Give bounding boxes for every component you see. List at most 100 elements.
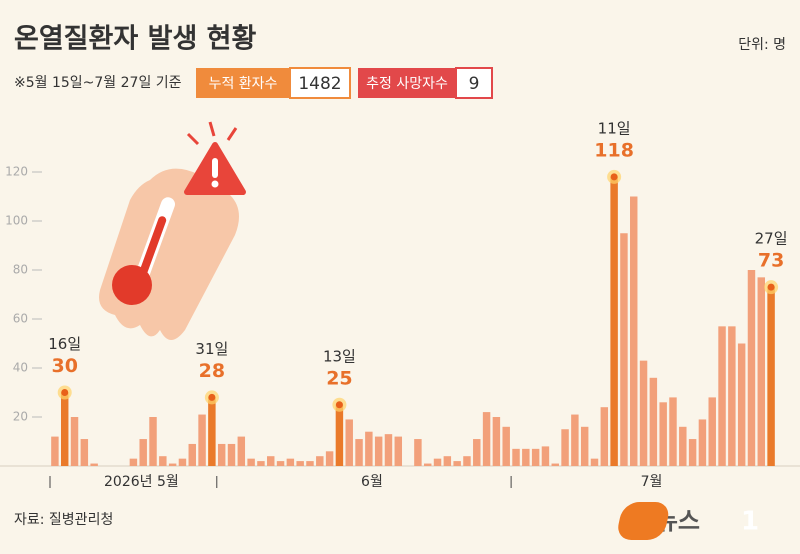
badge-value: 1482 (298, 74, 341, 94)
bar (767, 287, 775, 466)
bar (620, 233, 628, 466)
bar (473, 439, 481, 466)
badge-value: 9 (469, 74, 480, 94)
y-tick-label: 40 (13, 361, 28, 375)
bar (757, 277, 766, 466)
bar (443, 456, 452, 466)
bar (463, 456, 471, 466)
bar (453, 461, 461, 466)
bar (698, 419, 707, 466)
bar (257, 461, 265, 466)
bar (217, 443, 226, 466)
subtitle: ※5월 15일~7월 27일 기준 (14, 75, 182, 91)
bar (571, 414, 579, 466)
bar (306, 461, 314, 466)
bar (335, 404, 344, 466)
badge-label: 누적 환자수 (209, 76, 278, 92)
bar (512, 448, 520, 466)
bar (296, 461, 304, 466)
chart-title: 온열질환자 발생 현황 (14, 24, 257, 55)
value-label: 30 (51, 355, 77, 377)
bar (747, 270, 756, 466)
month-label: 6월 (361, 474, 383, 490)
bar (90, 463, 98, 466)
value-label: 118 (594, 139, 634, 161)
bar (433, 458, 442, 466)
badge-label: 추정 사망자수 (366, 76, 448, 92)
source: 자료: 질병관리청 (14, 512, 113, 528)
bar (688, 439, 697, 466)
month-label: 7월 (641, 474, 663, 490)
bar (51, 436, 59, 466)
date-label: 16일 (48, 335, 81, 353)
bar (365, 431, 373, 466)
bar (149, 417, 157, 466)
bar (728, 326, 736, 466)
logo-mark: 1 (741, 507, 759, 537)
bar (159, 456, 167, 466)
bar (394, 436, 403, 466)
bar (679, 426, 687, 466)
bar (247, 458, 255, 466)
bar (590, 458, 599, 466)
logo-box (618, 502, 669, 540)
bar (237, 436, 246, 466)
bar (129, 458, 138, 466)
bar (610, 176, 618, 466)
bar (316, 456, 324, 466)
unit: 단위: 명 (738, 37, 786, 53)
bar (630, 196, 638, 466)
date-label: 27일 (755, 230, 788, 248)
y-tick-label: 20 (13, 410, 28, 424)
highlight-dot (61, 389, 69, 396)
bar (531, 448, 540, 466)
date-label: 11일 (598, 119, 631, 137)
bar (669, 397, 677, 466)
bar (541, 446, 550, 466)
bar (522, 448, 530, 466)
bar (659, 402, 667, 466)
y-tick-label: 100 (5, 214, 28, 228)
bar (267, 456, 275, 466)
date-label: 13일 (323, 347, 356, 365)
bar (718, 326, 726, 466)
badge-box (455, 67, 493, 99)
bar (208, 397, 216, 466)
y-tick-label: 120 (5, 165, 28, 179)
bar (492, 417, 501, 466)
bar (60, 392, 69, 466)
bar (345, 419, 353, 466)
illustration (99, 121, 246, 340)
bar (423, 463, 432, 466)
highlight-dot (767, 283, 775, 291)
bar (737, 343, 746, 466)
bar (325, 451, 334, 466)
bar (414, 439, 422, 466)
bar (374, 436, 383, 466)
value-label: 28 (199, 360, 225, 382)
bar (80, 439, 89, 466)
bar (482, 412, 491, 466)
highlight-dot (208, 393, 216, 401)
bar (139, 439, 147, 466)
bar (276, 461, 285, 466)
bar (600, 407, 609, 466)
y-tick-label: 80 (13, 263, 28, 277)
bar (708, 397, 716, 466)
bar (551, 463, 559, 466)
bar (227, 443, 236, 466)
bar (178, 458, 187, 466)
badge-box (196, 68, 290, 98)
value-label: 25 (326, 367, 352, 389)
bar (384, 434, 393, 466)
bar (580, 426, 589, 466)
bar (70, 417, 79, 466)
y-tick-label: 60 (13, 312, 28, 326)
bar (188, 443, 196, 466)
badge-box (358, 68, 456, 98)
highlight-dot (610, 173, 618, 181)
value-label: 73 (758, 250, 784, 272)
badge-box (289, 67, 351, 99)
bar (198, 414, 206, 466)
date-label: 31일 (195, 340, 228, 358)
